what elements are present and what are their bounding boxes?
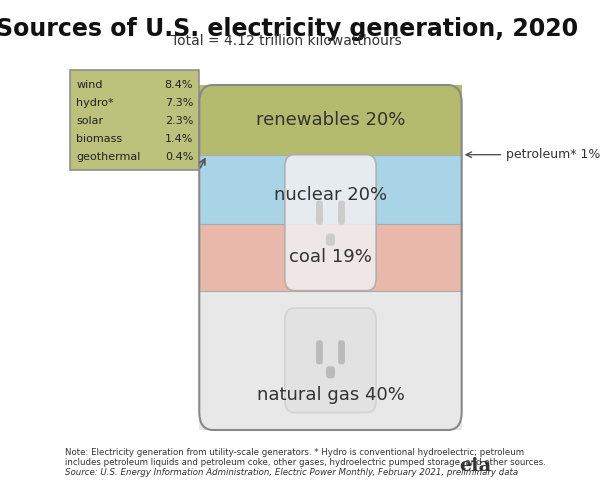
- FancyBboxPatch shape: [199, 224, 461, 290]
- FancyBboxPatch shape: [285, 154, 376, 290]
- Text: 2.3%: 2.3%: [165, 116, 193, 126]
- FancyBboxPatch shape: [199, 224, 461, 290]
- FancyBboxPatch shape: [326, 366, 335, 378]
- FancyBboxPatch shape: [199, 85, 461, 154]
- Text: 0.4%: 0.4%: [165, 152, 193, 162]
- Text: 7.3%: 7.3%: [165, 98, 193, 108]
- Text: solar: solar: [76, 116, 103, 126]
- FancyBboxPatch shape: [338, 200, 345, 224]
- FancyBboxPatch shape: [199, 154, 461, 224]
- Text: nuclear 20%: nuclear 20%: [274, 186, 387, 204]
- Text: biomass: biomass: [76, 134, 122, 144]
- FancyBboxPatch shape: [70, 70, 199, 170]
- Text: wind: wind: [76, 80, 103, 90]
- FancyBboxPatch shape: [199, 290, 461, 430]
- Text: hydro*: hydro*: [76, 98, 113, 108]
- Text: Sources of U.S. electricity generation, 2020: Sources of U.S. electricity generation, …: [0, 17, 578, 41]
- Text: 8.4%: 8.4%: [164, 80, 193, 90]
- FancyBboxPatch shape: [326, 234, 335, 245]
- FancyBboxPatch shape: [199, 85, 461, 154]
- Text: Source: U.S. Energy Information Administration, Electric Power Monthly, February: Source: U.S. Energy Information Administ…: [65, 468, 518, 477]
- Text: renewables 20%: renewables 20%: [256, 111, 405, 129]
- FancyBboxPatch shape: [316, 340, 323, 364]
- Text: geothermal: geothermal: [76, 152, 140, 162]
- Text: natural gas 40%: natural gas 40%: [257, 386, 404, 404]
- Text: eia: eia: [460, 457, 492, 475]
- FancyBboxPatch shape: [316, 200, 323, 224]
- Text: coal 19%: coal 19%: [289, 248, 372, 266]
- FancyBboxPatch shape: [199, 154, 461, 224]
- FancyBboxPatch shape: [285, 308, 376, 412]
- Text: Note: Electricity generation from utility-scale generators. * Hydro is conventio: Note: Electricity generation from utilit…: [65, 448, 524, 457]
- Text: 1.4%: 1.4%: [165, 134, 193, 144]
- Text: Total = 4.12 trillion kilowatthours: Total = 4.12 trillion kilowatthours: [172, 34, 402, 48]
- Text: includes petroleum liquids and petroleum coke, other gases, hydroelectric pumped: includes petroleum liquids and petroleum…: [65, 458, 545, 467]
- Text: petroleum* 1%: petroleum* 1%: [506, 148, 600, 161]
- FancyBboxPatch shape: [338, 340, 345, 364]
- FancyBboxPatch shape: [199, 290, 461, 430]
